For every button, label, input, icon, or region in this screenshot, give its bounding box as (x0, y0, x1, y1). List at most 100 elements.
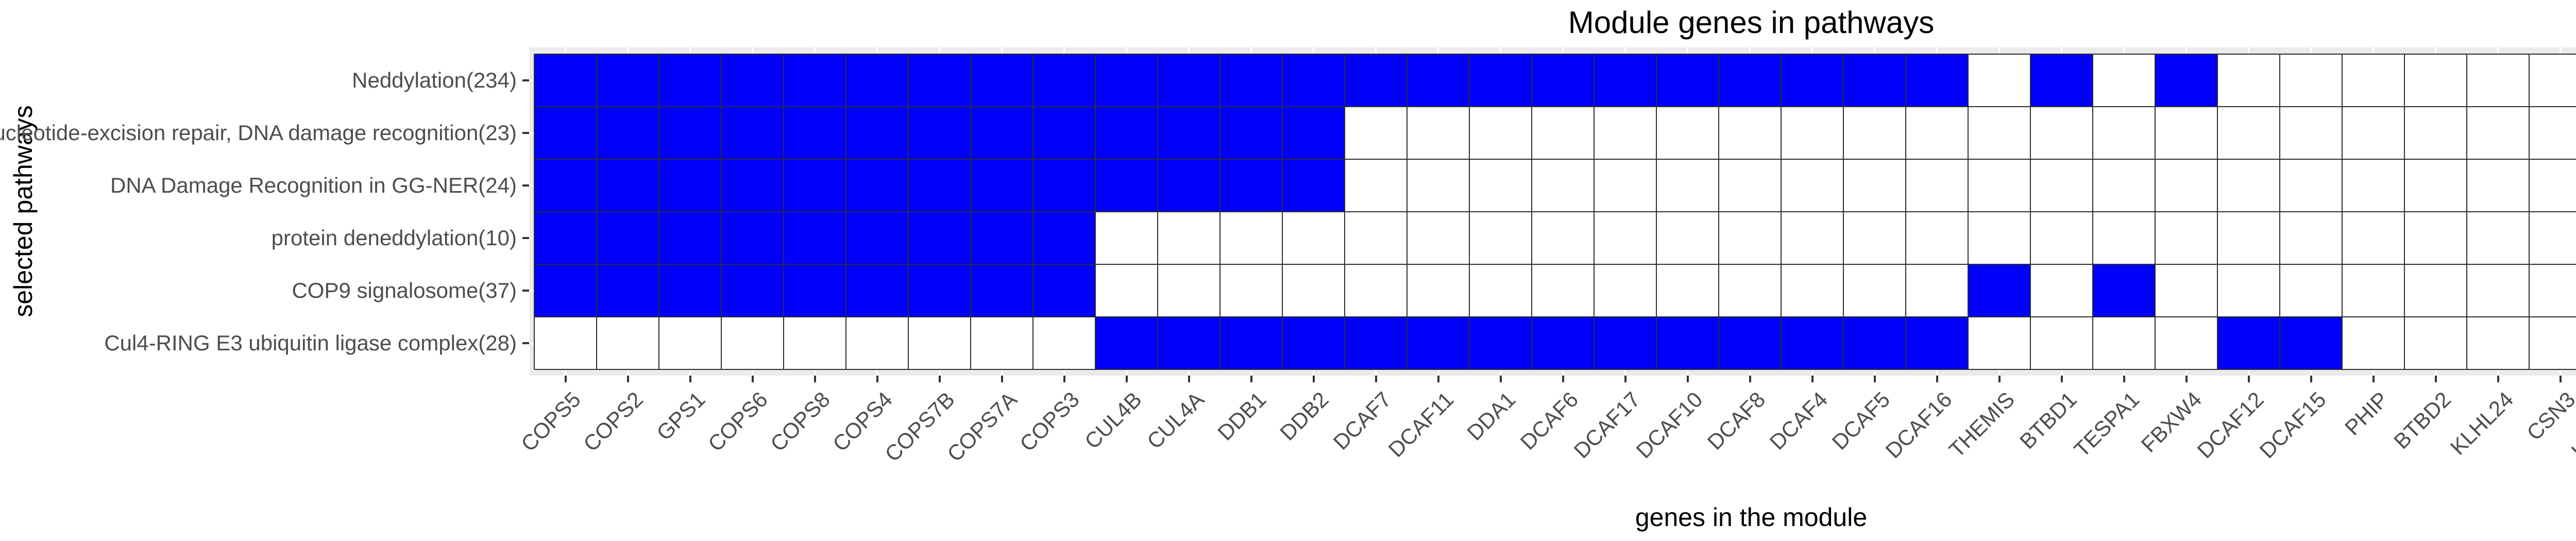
x-axis-label-DCAF11: DCAF11 (1383, 387, 1459, 462)
heatmap-cell-THEMIS-row4 (1968, 212, 2030, 264)
heatmap-cell-DCAF11-row1 (1407, 54, 1469, 107)
heatmap-cell-THEMIS-row2 (1968, 107, 2030, 159)
heatmap-cell-DCAF11-row3 (1407, 159, 1469, 212)
x-axis-title: genes in the module (1635, 503, 1868, 532)
heatmap-cell-KLHL24-row2 (2467, 107, 2529, 159)
heatmap-cell-COPS7A-row4 (971, 212, 1033, 264)
y-tick-row6 (522, 342, 529, 344)
heatmap-cell-KLHL24-row3 (2467, 159, 2529, 212)
heatmap-cell-DCAF6-row1 (1532, 54, 1594, 107)
heatmap-cell-BTBD1-row1 (2030, 54, 2093, 107)
heatmap-cell-DCAF8-row4 (1719, 212, 1781, 264)
heatmap-cell-DCAF15-row2 (2280, 107, 2342, 159)
heatmap-cell-DCAF15-row3 (2280, 159, 2342, 212)
heatmap-cell-FBXW4-row6 (2155, 317, 2217, 369)
x-axis-label-BTBD2: BTBD2 (2389, 387, 2456, 454)
heatmap-cell-DDB1-row3 (1220, 159, 1282, 212)
heatmap-cell-TESPA1-row4 (2093, 212, 2155, 264)
heatmap-cell-CSN3-row5 (2529, 264, 2576, 317)
tile-border (534, 264, 2576, 265)
heatmap-cell-BTBD1-row5 (2030, 264, 2093, 317)
x-axis-label-KLHL24: KLHL24 (2445, 387, 2518, 460)
heatmap-cell-COPS7B-row5 (908, 264, 971, 317)
heatmap-cell-BTBD1-row3 (2030, 159, 2093, 212)
heatmap-cell-COPS6-row3 (721, 159, 784, 212)
heatmap-cell-PHIP-row3 (2342, 159, 2404, 212)
tile-border (534, 369, 2576, 370)
heatmap-cell-DCAF6-row3 (1532, 159, 1594, 212)
heatmap-cell-DCAF7-row3 (1345, 159, 1407, 212)
heatmap-cell-DCAF17-row3 (1594, 159, 1656, 212)
heatmap-cell-BTBD2-row5 (2404, 264, 2467, 317)
x-tick-DCAF4 (1811, 376, 1814, 382)
heatmap-cell-THEMIS-row6 (1968, 317, 2030, 369)
heatmap-cell-COPS8-row2 (784, 107, 846, 159)
heatmap-cell-DCAF6-row5 (1532, 264, 1594, 317)
heatmap-cell-CUL4A-row2 (1158, 107, 1220, 159)
y-axis-label-row2: nucleotide-excision repair, DNA damage r… (0, 121, 517, 145)
heatmap-cell-CUL4A-row5 (1158, 264, 1220, 317)
heatmap-cell-DCAF15-row1 (2280, 54, 2342, 107)
heatmap-cell-DCAF5-row3 (1843, 159, 1906, 212)
heatmap-cell-COPS5-row1 (534, 54, 597, 107)
x-tick-CUL4B (1125, 376, 1128, 382)
heatmap-cell-DDB2-row5 (1282, 264, 1345, 317)
x-tick-DCAF11 (1437, 376, 1439, 382)
heatmap-cell-COPS3-row6 (1033, 317, 1095, 369)
heatmap-cell-DCAF16-row3 (1906, 159, 1968, 212)
heatmap-cell-DCAF6-row2 (1532, 107, 1594, 159)
heatmap-cell-COPS2-row4 (597, 212, 659, 264)
y-tick-row1 (522, 79, 529, 81)
heatmap-cell-DCAF5-row6 (1843, 317, 1906, 369)
x-tick-DCAF17 (1624, 376, 1626, 382)
heatmap-cell-COPS7B-row2 (908, 107, 971, 159)
heatmap-cell-BTBD2-row1 (2404, 54, 2467, 107)
heatmap-cell-DCAF6-row4 (1532, 212, 1594, 264)
heatmap-cell-DCAF8-row1 (1719, 54, 1781, 107)
tile-border (534, 106, 2576, 107)
heatmap-cell-DCAF16-row5 (1906, 264, 1968, 317)
heatmap-cell-DDB1-row2 (1220, 107, 1282, 159)
heatmap-cell-CUL4A-row6 (1158, 317, 1220, 369)
heatmap-cell-COPS7A-row1 (971, 54, 1033, 107)
heatmap-cell-DCAF16-row6 (1906, 317, 1968, 369)
heatmap-cell-DDB1-row1 (1220, 54, 1282, 107)
heatmap-cell-BTBD1-row6 (2030, 317, 2093, 369)
chart-title: Module genes in pathways (1568, 5, 1935, 40)
heatmap-cell-COPS2-row1 (597, 54, 659, 107)
heatmap-cell-KLHL24-row1 (2467, 54, 2529, 107)
y-axis-label-row4: protein deneddylation(10) (271, 226, 517, 250)
heatmap-cell-COPS6-row5 (721, 264, 784, 317)
heatmap-cell-CSN3-row3 (2529, 159, 2576, 212)
heatmap-cell-COPS7B-row3 (908, 159, 971, 212)
heatmap-cell-BTBD1-row4 (2030, 212, 2093, 264)
x-axis-label-DDA1: DDA1 (1462, 387, 1521, 445)
heatmap-cell-COPS2-row2 (597, 107, 659, 159)
x-axis-label-COPS6: COPS6 (703, 387, 773, 457)
heatmap-cell-TESPA1-row3 (2093, 159, 2155, 212)
x-tick-TESPA1 (2123, 376, 2125, 382)
heatmap-cell-COPS6-row2 (721, 107, 784, 159)
x-axis-label-DDB1: DDB1 (1213, 387, 1272, 445)
heatmap-cell-DCAF5-row4 (1843, 212, 1906, 264)
heatmap-cell-COPS8-row4 (784, 212, 846, 264)
heatmap-cell-DCAF12-row4 (2217, 212, 2280, 264)
tile-border (534, 211, 2576, 212)
heatmap-cell-DCAF17-row1 (1594, 54, 1656, 107)
heatmap-cell-DCAF12-row3 (2217, 159, 2280, 212)
heatmap-cell-TESPA1-row1 (2093, 54, 2155, 107)
heatmap-cell-CSN3-row4 (2529, 212, 2576, 264)
heatmap-cell-CUL4B-row3 (1095, 159, 1158, 212)
heatmap-cell-DDB1-row6 (1220, 317, 1282, 369)
heatmap-cell-DCAF11-row2 (1407, 107, 1469, 159)
x-axis-label-CSN3: CSN3 (2522, 387, 2576, 445)
heatmap-cell-COPS2-row3 (597, 159, 659, 212)
heatmap-cell-KLHL24-row5 (2467, 264, 2529, 317)
heatmap-cell-BTBD2-row3 (2404, 159, 2467, 212)
heatmap-cell-CUL4B-row6 (1095, 317, 1158, 369)
heatmap-cell-DCAF17-row5 (1594, 264, 1656, 317)
x-axis-label-PHIP: PHIP (2340, 387, 2394, 440)
heatmap-cell-DCAF16-row2 (1906, 107, 1968, 159)
heatmap-cell-COPS7A-row5 (971, 264, 1033, 317)
x-axis-label-TESPA1: TESPA1 (2069, 387, 2144, 462)
